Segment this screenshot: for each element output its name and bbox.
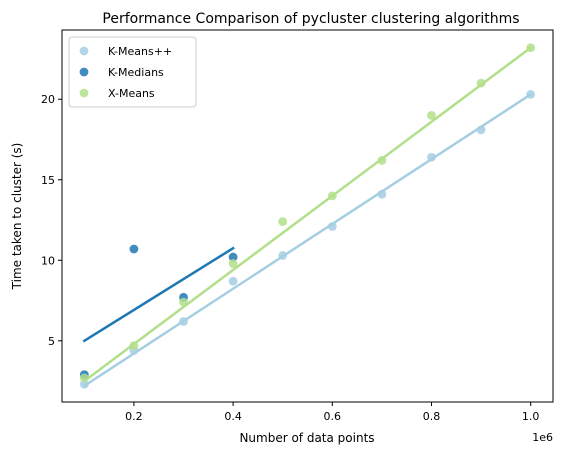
fit-line-1 <box>82 246 235 343</box>
data-point-2-0 <box>79 373 89 383</box>
data-point-0-6 <box>377 189 387 199</box>
data-point-1-1 <box>129 244 139 254</box>
legend: K-Means++ K-Medians X-Means <box>68 36 197 108</box>
data-point-2-7 <box>427 110 436 120</box>
legend-label-2: X-Means <box>108 87 155 100</box>
x-axis-offset-label: 1e6 <box>532 431 553 444</box>
data-point-2-1 <box>129 341 139 351</box>
legend-marker-0 <box>79 46 89 56</box>
legend-label-0: K-Means++ <box>108 45 172 58</box>
legend-label-1: K-Medians <box>108 66 164 79</box>
data-point-0-4 <box>278 251 288 260</box>
legend-box <box>68 36 197 108</box>
chart-title: Performance Comparison of pycluster clus… <box>102 11 519 27</box>
fit-lines <box>82 45 533 388</box>
y-axis-label: Time taken to cluster (s) <box>10 143 24 291</box>
data-point-2-3 <box>228 259 238 268</box>
x-tick-label: 0.2 <box>125 410 143 423</box>
data-point-2-9 <box>526 43 536 53</box>
plot-area-frame <box>61 29 554 403</box>
data-point-2-4 <box>278 217 288 227</box>
x-tick-label: 0.6 <box>324 410 342 423</box>
data-point-2-2 <box>179 297 188 307</box>
data-point-0-0 <box>79 379 89 389</box>
data-point-2-8 <box>476 78 486 88</box>
x-tick-label: 0.4 <box>224 410 242 423</box>
y-tick-label: 20 <box>41 93 55 106</box>
x-tick-label: 0.8 <box>423 410 441 423</box>
data-point-0-5 <box>327 222 337 231</box>
data-point-2-5 <box>327 191 337 201</box>
legend-marker-1 <box>79 67 89 77</box>
x-axis-label: Number of data points <box>239 431 374 445</box>
y-tick-label: 15 <box>41 174 55 187</box>
data-point-0-3 <box>228 276 238 286</box>
data-points <box>79 43 536 389</box>
y-tick-label: 10 <box>41 254 55 267</box>
y-tick-label: 5 <box>48 335 55 348</box>
x-axis-ticks: 0.2 0.4 0.6 0.8 1.0 <box>125 402 539 423</box>
legend-marker-2 <box>79 88 89 98</box>
data-point-0-2 <box>179 317 188 326</box>
data-point-2-6 <box>377 156 387 165</box>
y-axis-ticks: 5 10 15 20 <box>41 93 62 348</box>
data-point-0-8 <box>476 125 486 135</box>
fit-line-2 <box>82 45 533 383</box>
data-point-0-7 <box>427 152 436 162</box>
data-point-0-9 <box>526 90 536 99</box>
x-tick-label: 1.0 <box>522 410 540 423</box>
fit-line-0 <box>82 92 533 388</box>
data-point-1-3 <box>228 252 238 262</box>
